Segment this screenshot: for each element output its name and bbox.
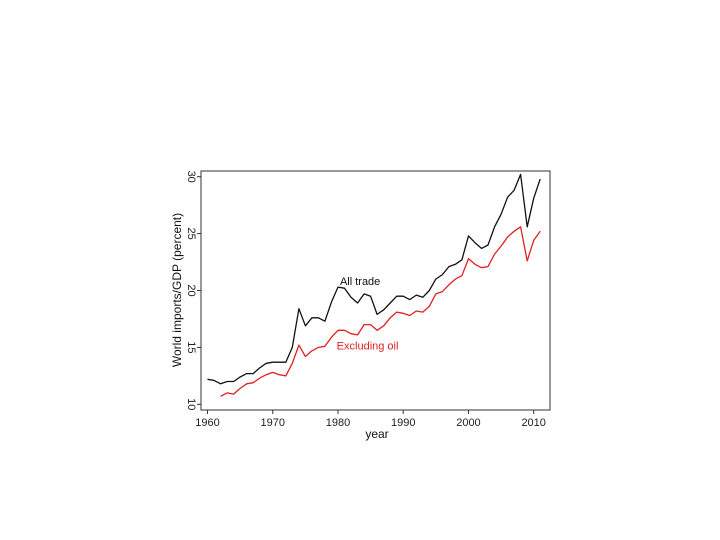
x-tick-label: 2000 xyxy=(456,417,480,429)
series-line-all-trade xyxy=(207,173,541,385)
series-label-excluding-oil: Excluding oil xyxy=(337,341,399,353)
x-axis-title: year xyxy=(365,427,388,441)
x-tick-label: 1990 xyxy=(391,417,415,429)
x-tick-label: 1980 xyxy=(326,417,350,429)
series-label-all-trade: All trade xyxy=(340,276,380,288)
series-layer xyxy=(207,173,541,397)
y-tick-label: 20 xyxy=(185,284,197,296)
y-tick-label: 15 xyxy=(185,341,197,353)
series-line-excluding-oil xyxy=(220,226,541,397)
y-tick-label: 25 xyxy=(185,227,197,239)
y-axis-title: World imports/GDP (percent) xyxy=(170,213,184,367)
x-tick-label: 1970 xyxy=(261,417,285,429)
y-tick-label: 30 xyxy=(185,171,197,183)
y-tick-label: 10 xyxy=(185,398,197,410)
x-tick-label: 1960 xyxy=(195,417,219,429)
x-tick-label: 2010 xyxy=(521,417,545,429)
